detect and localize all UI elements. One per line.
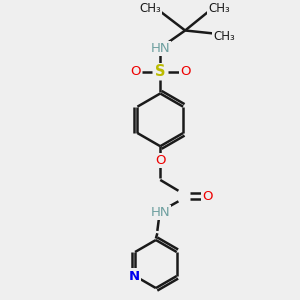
- Text: N: N: [129, 269, 140, 283]
- Text: O: O: [180, 65, 190, 78]
- Text: O: O: [155, 154, 166, 167]
- Text: CH₃: CH₃: [213, 30, 235, 43]
- Text: CH₃: CH₃: [139, 2, 161, 15]
- Text: O: O: [130, 65, 141, 78]
- Text: CH₃: CH₃: [208, 2, 230, 15]
- Text: O: O: [202, 190, 212, 202]
- Text: S: S: [155, 64, 166, 79]
- Text: HN: HN: [150, 42, 170, 55]
- Text: HN: HN: [150, 206, 170, 219]
